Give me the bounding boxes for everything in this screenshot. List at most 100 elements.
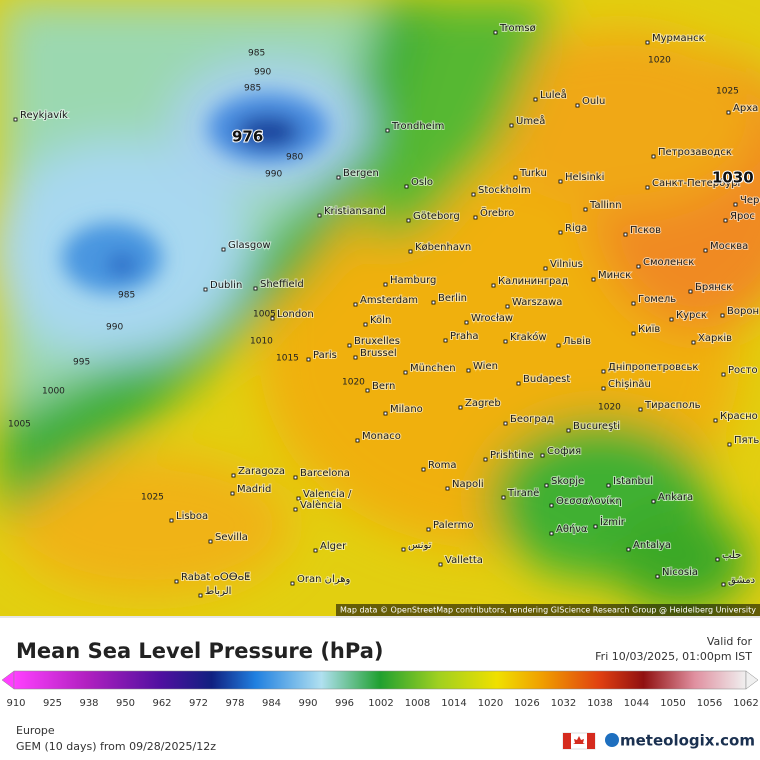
city-marker [651, 499, 656, 504]
city-marker [443, 338, 448, 343]
city-marker [426, 527, 431, 532]
city-marker [403, 370, 408, 375]
city-label: Warszawa [512, 297, 562, 308]
brand[interactable]: meteologix.com [620, 732, 755, 750]
isobar-label: 990 [254, 68, 271, 78]
city-label: Turku [519, 168, 547, 179]
city-marker [353, 302, 358, 307]
city-marker [253, 286, 258, 291]
city-marker [566, 428, 571, 433]
city-label: Brussel [360, 348, 397, 359]
isobar-label: 985 [118, 291, 135, 301]
colorbar-tick-label: 972 [189, 698, 208, 709]
city-marker [638, 407, 643, 412]
city-label: دمشق [728, 575, 755, 586]
city-label: Skopje [551, 476, 584, 487]
city-label: Berlin [438, 293, 467, 304]
city-marker [540, 453, 545, 458]
city-marker [198, 593, 203, 598]
colorbar-tick-label: 1038 [587, 698, 612, 709]
city-marker [645, 40, 650, 45]
city-marker [720, 313, 725, 318]
city-marker [296, 496, 301, 501]
isobar-label: 1030 [712, 169, 754, 187]
isobar-label: 985 [248, 49, 265, 59]
city-label: Wien [473, 361, 498, 372]
city-label: Reykjavík [20, 109, 68, 121]
city-marker [549, 503, 554, 508]
city-label: Valletta [445, 555, 483, 566]
city-marker [556, 343, 561, 348]
city-marker [483, 457, 488, 462]
city-marker [558, 230, 563, 235]
city-marker [404, 184, 409, 189]
city-marker [203, 287, 208, 292]
city-marker [505, 304, 510, 309]
city-marker [544, 483, 549, 488]
city-label: Смоленск [643, 257, 694, 268]
colorbar [13, 670, 747, 690]
region: Europe [16, 724, 55, 737]
city-label: København [415, 242, 471, 253]
city-marker [575, 103, 580, 108]
city-label: Москва [710, 241, 748, 252]
city-label: Antalya [633, 540, 671, 551]
city-marker [383, 411, 388, 416]
city-marker [651, 154, 656, 159]
city-label: Калининград [498, 276, 568, 287]
colorbar-tick-label: 1026 [514, 698, 539, 709]
isobar-label: 976 [232, 128, 263, 146]
city-label: Milano [390, 404, 423, 415]
city-marker [365, 388, 370, 393]
city-label: Oslo [411, 177, 433, 188]
city-marker [401, 547, 406, 552]
colorbar-tick-label: 925 [43, 698, 62, 709]
city-label: Göteborg [413, 211, 460, 222]
city-marker [583, 207, 588, 212]
city-label: Köln [370, 315, 391, 326]
city-marker [688, 289, 693, 294]
city-marker [306, 357, 311, 362]
city-marker [293, 475, 298, 480]
city-label: Росто [728, 365, 758, 376]
city-marker [445, 486, 450, 491]
city-label: Zagreb [465, 398, 501, 409]
city-label: Θεσσαλονίκη [556, 495, 622, 507]
colorbar-tick-label: 1014 [441, 698, 466, 709]
city-marker [636, 264, 641, 269]
city-marker [293, 507, 298, 512]
city-label: Kristiansand [324, 206, 386, 217]
city-label: Красно [720, 411, 758, 422]
colorbar-tick-label: 978 [225, 698, 244, 709]
city-marker [533, 97, 538, 102]
city-label: Харків [698, 332, 732, 344]
city-label: Monaco [362, 431, 401, 442]
city-marker [669, 317, 674, 322]
city-label: Zaragoza [238, 466, 285, 477]
city-label: Sheffield [260, 279, 304, 290]
city-label: Bergen [343, 168, 379, 179]
city-marker [317, 213, 322, 218]
city-label: Valencia / [303, 489, 352, 500]
isobar-label: 1010 [250, 337, 273, 347]
city-marker [723, 218, 728, 223]
isobar-label: 1025 [716, 87, 739, 97]
city-marker [270, 316, 275, 321]
city-label: Trondheim [391, 121, 444, 132]
city-marker [593, 524, 598, 529]
colorbar-tick-label: 1032 [551, 698, 576, 709]
city-label: Roma [428, 460, 457, 471]
city-label: Hamburg [390, 275, 436, 286]
colorbar-tick-label: 990 [298, 698, 317, 709]
city-label: Ворон [727, 306, 759, 317]
city-marker [493, 30, 498, 35]
city-marker [626, 547, 631, 552]
city-marker [383, 282, 388, 287]
city-label: Umeå [516, 114, 545, 127]
isobar-label: 980 [286, 153, 303, 163]
city-label: Riga [565, 223, 587, 234]
city-marker [491, 283, 496, 288]
brand-icon [605, 733, 619, 747]
city-marker [713, 418, 718, 423]
pressure-field [0, 0, 760, 616]
